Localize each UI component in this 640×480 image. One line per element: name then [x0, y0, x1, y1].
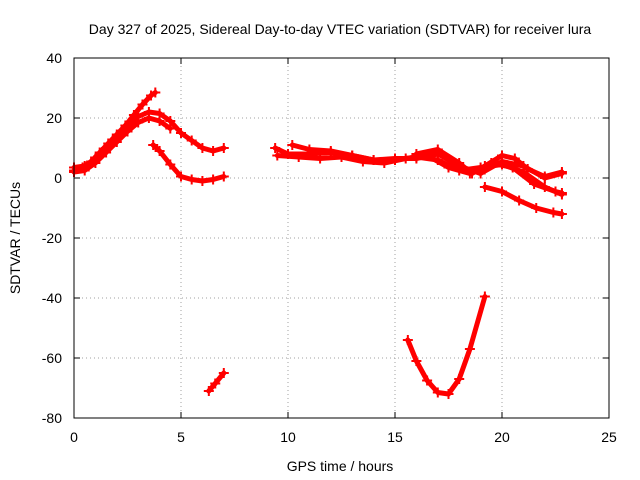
- y-tick-label: 20: [46, 110, 62, 126]
- data-point: [315, 153, 326, 164]
- data-point: [550, 186, 561, 197]
- data-point: [432, 387, 443, 398]
- series-arc-small: [203, 368, 229, 396]
- x-tick-label: 20: [494, 429, 510, 445]
- data-point: [443, 162, 454, 173]
- data-point: [509, 153, 520, 164]
- y-tick-label: -40: [42, 290, 62, 306]
- data-point: [165, 159, 176, 170]
- data-point: [497, 150, 507, 161]
- data-point: [454, 158, 465, 168]
- data-point: [148, 140, 159, 150]
- x-tick-label: 25: [601, 429, 617, 445]
- data-point: [197, 143, 208, 153]
- x-tick-label: 15: [387, 429, 403, 445]
- data-point: [479, 182, 490, 192]
- data-point: [379, 158, 390, 168]
- series-arc-mid-lower: [272, 150, 567, 198]
- data-point: [432, 144, 443, 155]
- data-point: [336, 152, 347, 162]
- data-point: [186, 174, 197, 185]
- series-line: [405, 294, 488, 397]
- data-point: [272, 150, 283, 161]
- data-point: [154, 116, 165, 126]
- y-tick-label: -20: [42, 230, 62, 246]
- data-point: [539, 171, 550, 182]
- data-point: [556, 167, 567, 177]
- data-point: [165, 123, 176, 134]
- data-point: [122, 126, 133, 137]
- data-point: [150, 87, 161, 98]
- y-tick-label: 0: [54, 170, 62, 186]
- data-point: [197, 176, 208, 186]
- x-tick-label: 5: [177, 429, 185, 445]
- data-point: [133, 117, 144, 128]
- data-point: [467, 168, 478, 179]
- data-point: [101, 147, 112, 158]
- data-point: [422, 375, 433, 386]
- data-point: [143, 113, 154, 123]
- series-arc-right-low: [479, 182, 567, 219]
- x-tick-label: 10: [280, 429, 296, 445]
- data-point: [402, 335, 413, 345]
- data-point: [208, 146, 219, 156]
- data-point: [218, 171, 229, 182]
- series-arc-early-low: [69, 113, 176, 177]
- x-axis-label: GPS time / hours: [287, 458, 394, 474]
- grid: [74, 58, 609, 418]
- data-point: [186, 135, 197, 146]
- y-tick-label: 40: [46, 50, 62, 66]
- data-point: [507, 162, 518, 173]
- data-point: [411, 149, 422, 159]
- series-arc-dip: [402, 291, 490, 399]
- series-arc-descend: [148, 140, 229, 186]
- data-point: [400, 153, 411, 164]
- data-point: [218, 143, 229, 153]
- data-point: [464, 344, 475, 354]
- plot-series: [69, 87, 567, 399]
- data-point: [556, 188, 567, 198]
- data-point: [479, 291, 490, 302]
- data-point: [176, 128, 186, 138]
- y-tick-label: -60: [42, 350, 62, 366]
- data-point: [514, 195, 525, 206]
- series-arc-right-high: [411, 144, 567, 182]
- data-point: [218, 368, 229, 378]
- data-point: [208, 174, 219, 185]
- data-point: [111, 137, 122, 147]
- data-point: [304, 144, 315, 155]
- axis-ticks: 0 5 10 15 20 25 -80 -60 -40 -20 0 20 40: [42, 50, 617, 445]
- data-point: [287, 140, 298, 150]
- data-point: [479, 161, 490, 171]
- data-point: [90, 158, 101, 168]
- data-point: [203, 386, 214, 396]
- data-point: [411, 356, 422, 366]
- series-arc-early-rise: [69, 87, 161, 176]
- data-point: [497, 186, 507, 197]
- data-point: [137, 99, 148, 110]
- data-point: [210, 378, 221, 389]
- data-point: [176, 171, 186, 182]
- data-point: [531, 203, 542, 213]
- data-point: [357, 156, 368, 167]
- data-point: [454, 374, 465, 384]
- data-point: [293, 152, 304, 162]
- data-point: [325, 146, 336, 156]
- y-tick-label: -80: [42, 410, 62, 426]
- y-axis-label: SDTVAR / TECUs: [7, 182, 23, 294]
- data-point: [522, 164, 533, 174]
- data-point: [548, 207, 559, 218]
- series-line: [413, 147, 565, 179]
- data-point: [529, 179, 540, 189]
- data-point: [154, 146, 165, 156]
- data-point: [79, 165, 90, 176]
- data-point: [443, 389, 454, 399]
- data-point: [556, 209, 567, 219]
- data-point: [270, 143, 281, 153]
- series-line: [206, 370, 227, 394]
- x-tick-label: 0: [70, 429, 78, 445]
- chart-title: Day 327 of 2025, Sidereal Day-to-day VTE…: [89, 21, 592, 37]
- series-line: [71, 115, 173, 175]
